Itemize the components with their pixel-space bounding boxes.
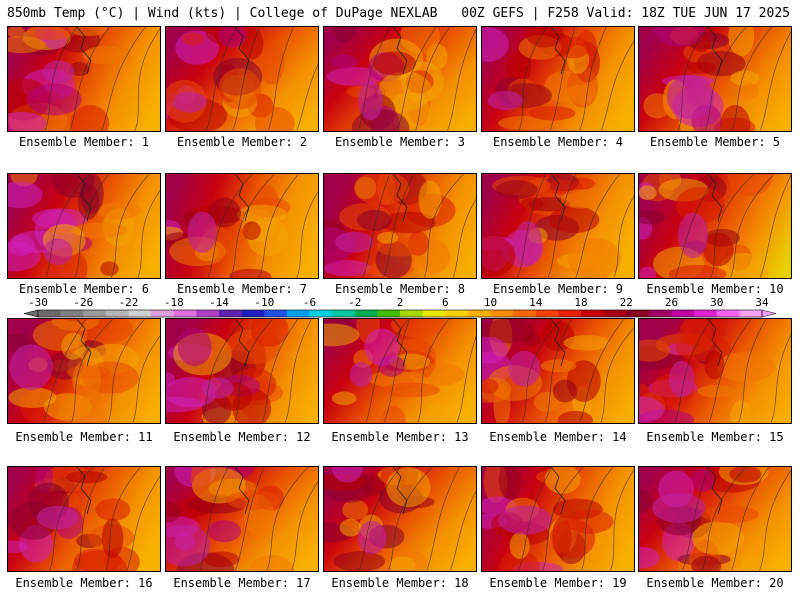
colorbar-tick-label: -22: [119, 296, 139, 309]
colorbar-swatch: [241, 310, 265, 317]
colorbar-swatch: [219, 310, 242, 317]
colorbar-tick-label: 10: [484, 296, 497, 309]
member-map-15: [638, 318, 792, 424]
colorbar-swatch: [490, 310, 514, 317]
member-caption: Ensemble Member: 13: [331, 430, 469, 444]
colorbar-swatch: [400, 310, 423, 317]
colorbar-swatch: [467, 310, 491, 317]
member-caption: Ensemble Member: 14: [489, 430, 627, 444]
colorbar-swatch: [445, 310, 469, 317]
member-map-13: [323, 318, 477, 424]
colorbar-tick-label: 6: [442, 296, 449, 309]
colorbar-tick-label: 34: [755, 296, 769, 309]
colorbar-swatch: [558, 310, 582, 317]
colorbar-tick-label: 22: [620, 296, 633, 309]
temperature-colorbar: -30-26-22-18-14-10-6-2261014182226303438…: [23, 296, 777, 318]
member-caption: Ensemble Member: 19: [489, 576, 627, 590]
colorbar-tick-label: -14: [209, 296, 229, 309]
map-title: 850mb Temp (°C) | Wind (kts) | College o…: [7, 6, 438, 21]
member-map-17: [165, 466, 319, 572]
colorbar-swatch: [128, 310, 152, 317]
member-map-20: [638, 466, 792, 572]
colorbar-swatch: [739, 310, 763, 317]
colorbar-swatch: [309, 310, 333, 317]
colorbar-swatch: [581, 310, 604, 317]
member-map-18: [323, 466, 477, 572]
member-caption: Ensemble Member: 17: [173, 576, 311, 590]
member-caption: Ensemble Member: 20: [646, 576, 784, 590]
colorbar-swatch: [354, 310, 378, 317]
colorbar-tick-label: 18: [574, 296, 587, 309]
member-map-2: [165, 26, 319, 132]
member-map-8: [323, 173, 477, 279]
colorbar-swatch: [286, 310, 310, 317]
colorbar-swatch: [377, 310, 401, 317]
member-map-3: [323, 26, 477, 132]
colorbar-tick-label: 30: [710, 296, 723, 309]
member-map-16: [7, 466, 161, 572]
member-map-1: [7, 26, 161, 132]
member-caption: Ensemble Member: 6: [18, 282, 150, 296]
colorbar-swatch: [173, 310, 197, 317]
member-map-10: [638, 173, 792, 279]
colorbar-tick-label: -26: [73, 296, 93, 309]
colorbar-swatch: [694, 310, 718, 317]
colorbar-swatch: [422, 310, 446, 317]
colorbar-low-arrow: [23, 309, 39, 318]
member-map-5: [638, 26, 792, 132]
member-caption: Ensemble Member: 11: [15, 430, 153, 444]
member-map-9: [481, 173, 635, 279]
member-caption: Ensemble Member: 10: [646, 282, 784, 296]
member-caption: Ensemble Member: 3: [334, 135, 466, 149]
member-map-4: [481, 26, 635, 132]
member-caption: Ensemble Member: 2: [176, 135, 308, 149]
colorbar-tick-label: -6: [303, 296, 316, 309]
colorbar-tick-label: -2: [348, 296, 361, 309]
colorbar-high-arrow: [761, 309, 777, 318]
colorbar-swatch: [151, 310, 175, 317]
colorbar-swatch: [332, 310, 356, 317]
colorbar-swatch: [648, 310, 672, 317]
member-caption: Ensemble Member: 12: [173, 430, 311, 444]
member-caption: Ensemble Member: 16: [15, 576, 153, 590]
member-map-7: [165, 173, 319, 279]
colorbar-swatch: [626, 310, 650, 317]
member-map-6: [7, 173, 161, 279]
member-caption: Ensemble Member: 7: [176, 282, 308, 296]
colorbar-swatch: [38, 310, 61, 317]
member-map-11: [7, 318, 161, 424]
colorbar-swatch: [603, 310, 627, 317]
colorbar-tick-label: -30: [28, 296, 48, 309]
colorbar-swatch: [535, 310, 559, 317]
colorbar-tick-label: 14: [529, 296, 543, 309]
colorbar-tick-label: -18: [164, 296, 184, 309]
colorbar-swatch: [671, 310, 695, 317]
colorbar-swatch: [513, 310, 537, 317]
colorbar-swatch: [105, 310, 129, 317]
member-caption: Ensemble Member: 5: [649, 135, 781, 149]
member-caption: Ensemble Member: 4: [492, 135, 624, 149]
member-map-14: [481, 318, 635, 424]
colorbar-swatch: [716, 310, 740, 317]
colorbar-tick-label: 26: [665, 296, 678, 309]
member-caption: Ensemble Member: 18: [331, 576, 469, 590]
model-run-info: 00Z GEFS | F258 Valid: 18Z TUE JUN 17 20…: [461, 6, 790, 21]
colorbar-swatch: [60, 310, 84, 317]
member-map-12: [165, 318, 319, 424]
member-map-19: [481, 466, 635, 572]
colorbar-tick-label: 2: [397, 296, 404, 309]
member-caption: Ensemble Member: 9: [492, 282, 624, 296]
member-caption: Ensemble Member: 8: [334, 282, 466, 296]
colorbar-swatch: [264, 310, 288, 317]
colorbar-swatch: [83, 310, 107, 317]
colorbar-tick-label: -10: [254, 296, 274, 309]
member-caption: Ensemble Member: 15: [646, 430, 784, 444]
colorbar-swatch: [196, 310, 220, 317]
member-caption: Ensemble Member: 1: [18, 135, 150, 149]
